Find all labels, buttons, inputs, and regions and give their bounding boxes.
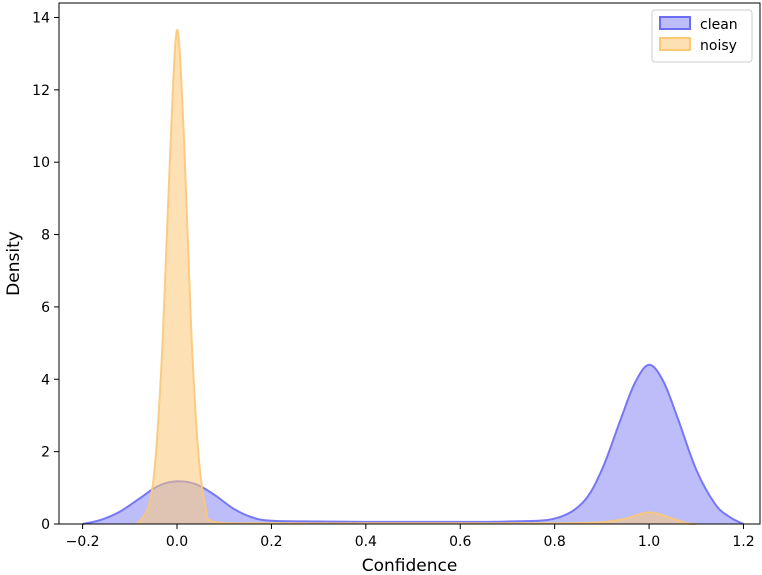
x-tick-label: 0.0	[166, 534, 188, 550]
y-tick-label: 12	[32, 83, 50, 99]
x-tick-label: 0.2	[260, 534, 282, 550]
legend-swatch-clean	[659, 16, 691, 30]
series-noisy-area	[136, 30, 697, 524]
x-tick-label: 0.8	[544, 534, 566, 550]
x-axis-title: Confidence	[362, 556, 458, 575]
y-tick-label: 0	[41, 517, 50, 533]
y-tick-label: 4	[41, 372, 50, 388]
y-tick-label: 6	[41, 300, 50, 316]
plot-frame	[58, 2, 761, 525]
legend-label-clean: clean	[700, 17, 738, 33]
x-axis: −0.2 0.0 0.2 0.4 0.6 0.8 1.0 1.2	[66, 524, 755, 550]
y-tick-label: 10	[32, 155, 50, 171]
plot-area	[82, 29, 744, 525]
legend-swatch-noisy	[659, 37, 691, 51]
y-axis: 0 2 4 6 8 10 12 14	[32, 10, 59, 533]
y-tick-label: 8	[41, 228, 50, 244]
legend-label-noisy: noisy	[700, 38, 737, 54]
y-axis-title: Density	[4, 231, 24, 296]
x-tick-label: 1.0	[638, 534, 660, 550]
x-tick-label: −0.2	[66, 534, 100, 550]
legend: clean noisy	[651, 9, 753, 63]
series-noisy-line	[136, 29, 697, 525]
y-tick-label: 2	[41, 445, 50, 461]
y-tick-label: 14	[32, 10, 50, 26]
x-tick-label: 1.2	[732, 534, 754, 550]
x-tick-label: 0.4	[355, 534, 377, 550]
x-tick-label: 0.6	[449, 534, 471, 550]
